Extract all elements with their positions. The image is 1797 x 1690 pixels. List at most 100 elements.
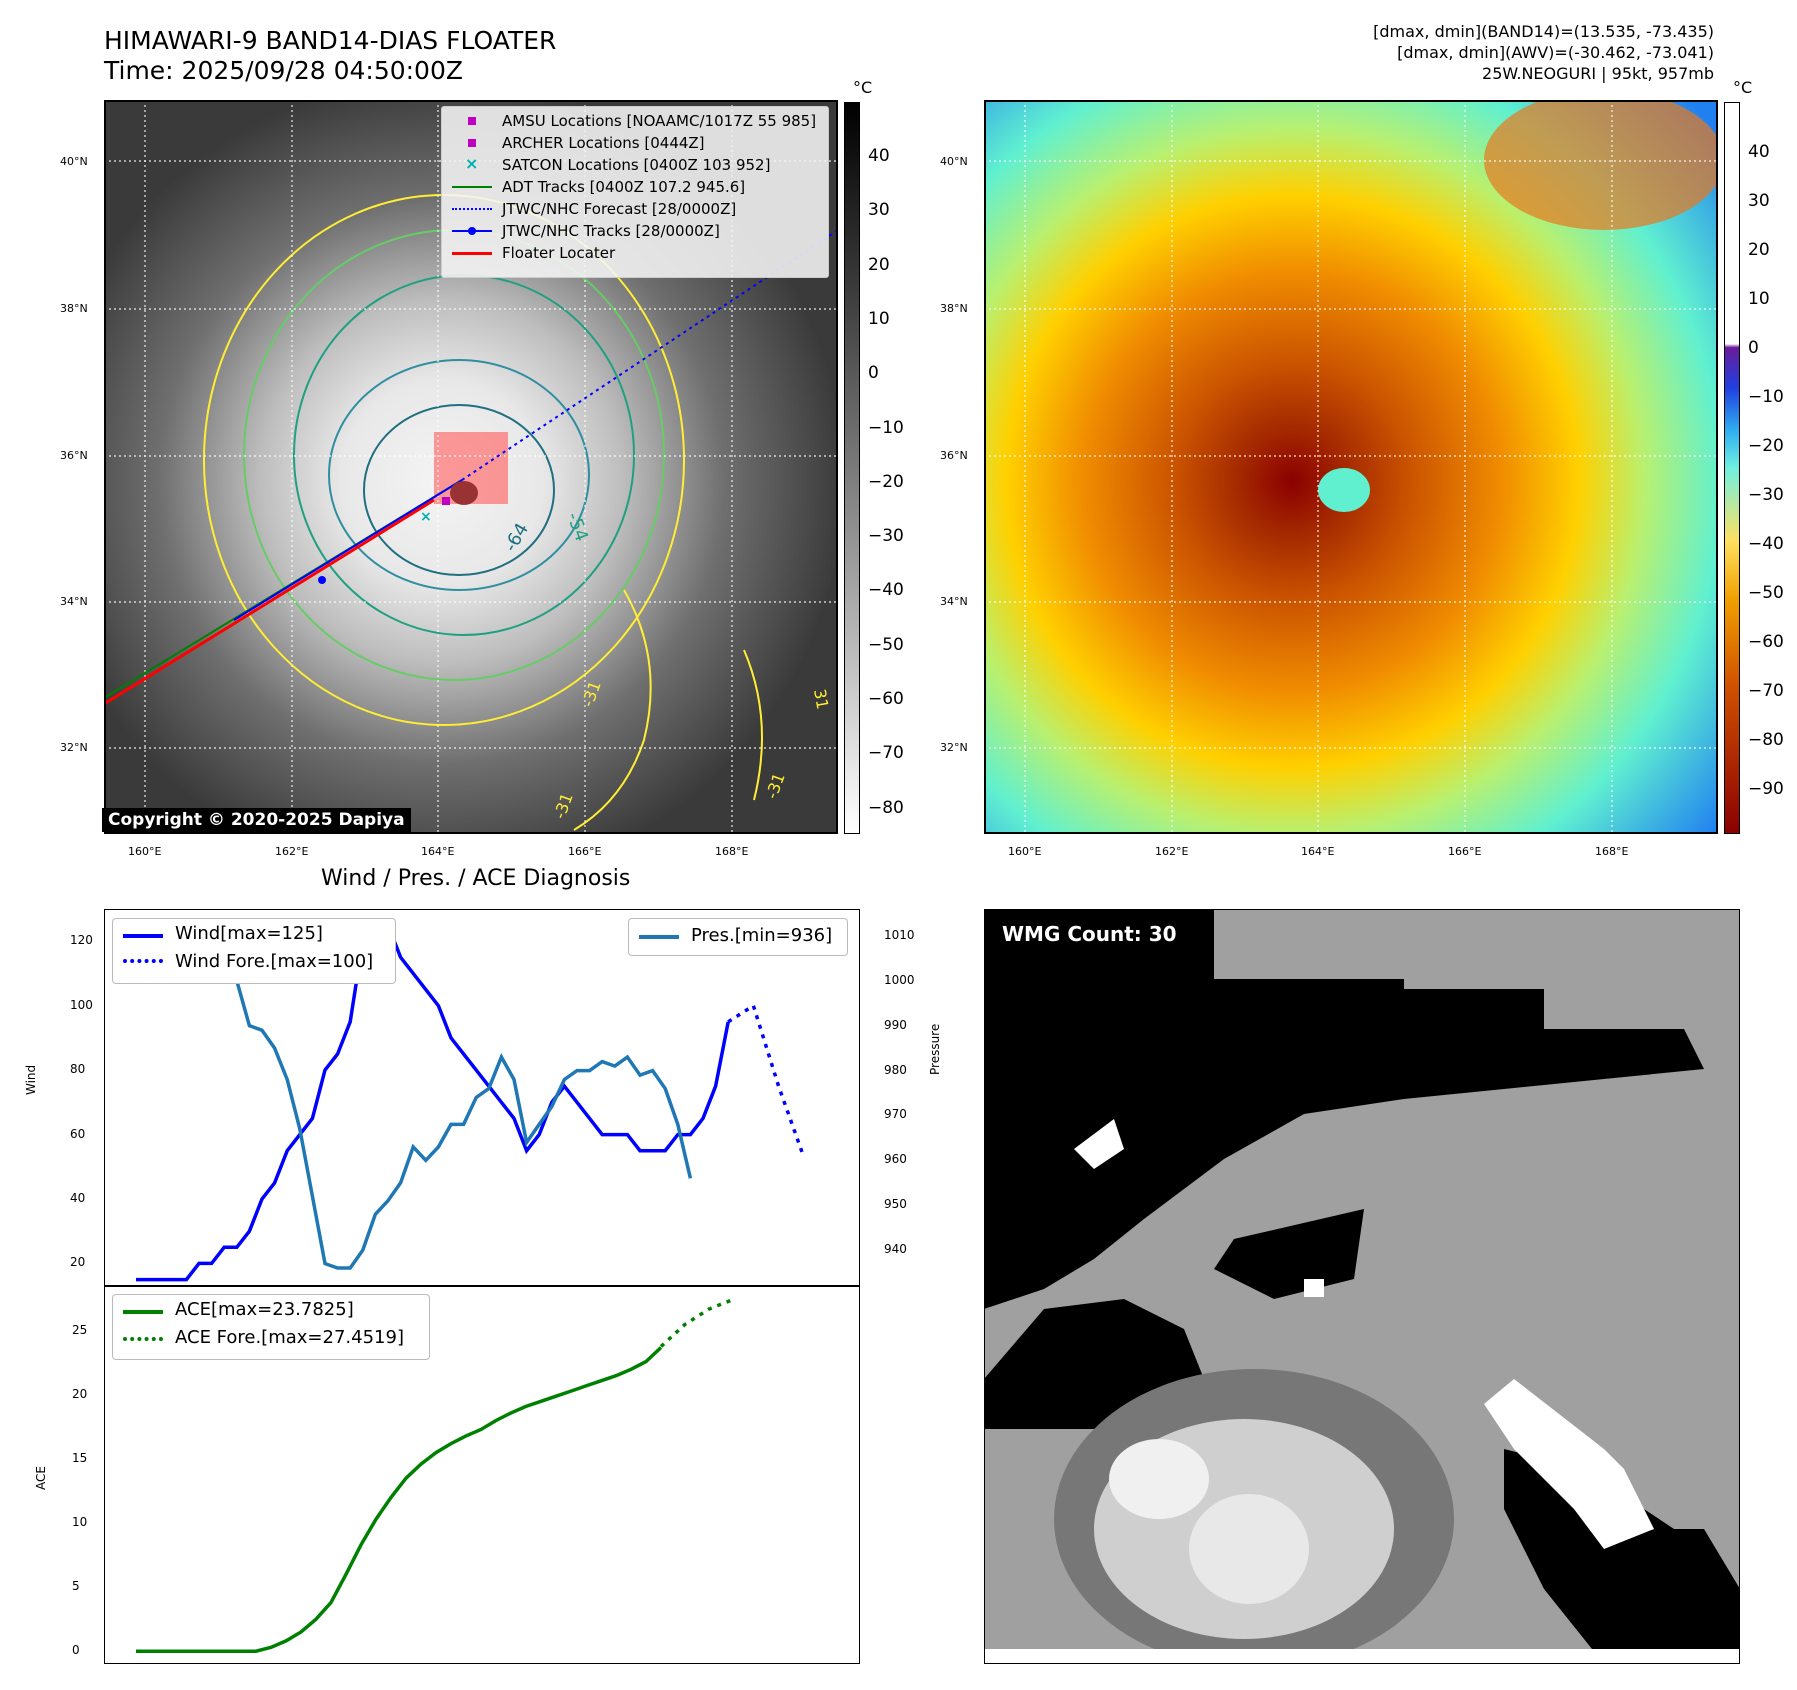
lat-label: 40°N (60, 155, 88, 168)
colorbar-tick: −50 (1748, 583, 1784, 603)
wmg-white-region (1304, 1279, 1324, 1297)
colorbar-unit-right: °C (1733, 78, 1753, 97)
axis-tick-label: 40 (70, 1191, 86, 1205)
axis-tick-label: 950 (884, 1197, 907, 1212)
diagnosis-chart (104, 909, 860, 1664)
axis-tick-label: 80 (70, 1062, 86, 1077)
colorbar-tick: −40 (1748, 534, 1784, 554)
wmg-white-region (1484, 1379, 1654, 1549)
contour-band-far-right (743, 649, 763, 801)
lat-label: 34°N (940, 595, 968, 608)
storm-eye (450, 481, 478, 505)
colorbar-tick: −40 (868, 580, 904, 601)
colorbar-tick: 20 (1748, 240, 1770, 260)
awv-upper-cloud (1484, 100, 1718, 230)
colorbar-tick: 20 (868, 254, 890, 275)
pressure-legend: Pres.[min=936] (628, 918, 848, 956)
legend-item-amsu: AMSU Locations [NOAAMC/1017Z 55 985] (450, 111, 816, 131)
wmg-bottom-strip (984, 1649, 1740, 1664)
legend-item-satcon: × SATCON Locations [0400Z 103 952] (465, 154, 771, 174)
lon-label: 160°E (128, 845, 162, 858)
legend-item-floater: Floater Locater (450, 243, 615, 263)
wmg-white-region (1074, 1119, 1124, 1169)
legend-item-jtwc-tracks: JTWC/NHC Tracks [28/0000Z] (450, 221, 720, 241)
diagnosis-title: Wind / Pres. / ACE Diagnosis (321, 866, 631, 891)
lat-label: 38°N (940, 302, 968, 315)
colorbar-tick: −30 (1748, 485, 1784, 505)
axis-tick-label: 120 (70, 933, 93, 948)
lat-label: 36°N (940, 449, 968, 462)
axis-tick-label: 60 (70, 1126, 86, 1141)
info-line-storm: 25W.NEOGURI | 95kt, 957mb (1482, 64, 1714, 83)
info-line-awv: [dmax, dmin](AWV)=(-30.462, -73.041) (1397, 43, 1714, 62)
ace-series-line (136, 1346, 663, 1653)
lon-label: 166°E (568, 845, 602, 858)
legend-item-archer: ARCHER Locations [0444Z] (450, 133, 705, 153)
map-gridlines (984, 100, 1718, 834)
colorbar-tick: 0 (868, 363, 879, 384)
colorbar-tick: 10 (1748, 289, 1770, 309)
colorbar-tick: 0 (1748, 338, 1759, 358)
copyright-label: Copyright © 2020-2025 Dapiya (102, 808, 411, 832)
ace-plot (136, 1297, 734, 1653)
colorbar-awv (1724, 102, 1740, 834)
colorbar-tick: −50 (868, 634, 904, 655)
lon-label: 168°E (715, 845, 749, 858)
axis-tick-label: 25 (72, 1322, 88, 1337)
floater-track (104, 498, 435, 706)
axis-tick-label: 100 (70, 997, 93, 1012)
lon-label: 166°E (1448, 845, 1482, 858)
wmg-lighter-region (1109, 1439, 1209, 1519)
axis-tick-label: 20 (70, 1255, 86, 1270)
info-line-band14: [dmax, dmin](BAND14)=(13.535, -73.435) (1373, 22, 1714, 41)
ir-map-frame (104, 100, 838, 834)
contour-band-right (573, 589, 652, 831)
colorbar-unit-left: °C (853, 78, 873, 97)
colorbar-tick: −30 (868, 526, 904, 547)
axis-tick-label: 980 (884, 1062, 907, 1077)
colorbar-tick: 40 (1748, 142, 1770, 162)
lat-label: 34°N (60, 595, 88, 608)
lat-label: 32°N (940, 741, 968, 754)
axis-tick-label: 20 (72, 1386, 88, 1401)
wmg-map (984, 909, 1740, 1664)
legend-pres: Pres.[min=936] (691, 925, 833, 946)
wmg-dark-region (1214, 1209, 1364, 1299)
axis-tick-label: 5 (72, 1579, 80, 1594)
wmg-count-label: WMG Count: 30 (996, 920, 1183, 948)
lat-label: 32°N (60, 741, 88, 754)
lon-label: 164°E (421, 845, 455, 858)
lat-label: 40°N (940, 155, 968, 168)
map-legend: AMSU Locations [NOAAMC/1017Z 55 985] ARC… (441, 106, 829, 278)
wind-series-line (136, 923, 730, 1282)
colorbar-tick: 30 (1748, 191, 1770, 211)
legend-ace-fore: ACE Fore.[max=27.4519] (175, 1327, 404, 1348)
figure-title: HIMAWARI-9 BAND14-DIAS FLOATER (104, 26, 557, 55)
axis-tick-label: 0 (72, 1643, 80, 1658)
pressure-axis-label: Pressure (928, 1023, 942, 1075)
legend-wind: Wind[max=125] (175, 923, 323, 944)
lat-label: 36°N (60, 449, 88, 462)
axis-tick-label: 960 (884, 1152, 907, 1167)
colorbar-tick: −60 (1748, 632, 1784, 652)
jtwc-track (233, 479, 463, 621)
axis-tick-label: 990 (884, 1017, 907, 1032)
axis-tick-label: 10 (72, 1515, 88, 1530)
colorbar-tick: −20 (868, 471, 904, 492)
lon-label: 162°E (275, 845, 309, 858)
forecast-track (461, 229, 838, 481)
wmg-lighter-region (1189, 1494, 1309, 1604)
ace-axis-label: ACE (34, 1466, 48, 1490)
legend-item-jtwc-forecast: JTWC/NHC Forecast [28/0000Z] (450, 199, 736, 219)
awv-satellite-map (984, 100, 1718, 834)
satcon-location: × (420, 509, 432, 525)
colorbar-tick: 40 (868, 146, 890, 166)
contour-inner (363, 404, 555, 576)
colorbar-tick: −80 (1748, 730, 1784, 750)
contour-blue-teal (328, 359, 590, 591)
axis-tick-label: 1010 (884, 927, 915, 942)
wind-legend: Wind[max=125] Wind Fore.[max=100] (112, 918, 396, 984)
colorbar-tick: −70 (868, 743, 904, 764)
colorbar-gray (844, 102, 860, 834)
ace-legend: ACE[max=23.7825] ACE Fore.[max=27.4519] (112, 1294, 430, 1360)
